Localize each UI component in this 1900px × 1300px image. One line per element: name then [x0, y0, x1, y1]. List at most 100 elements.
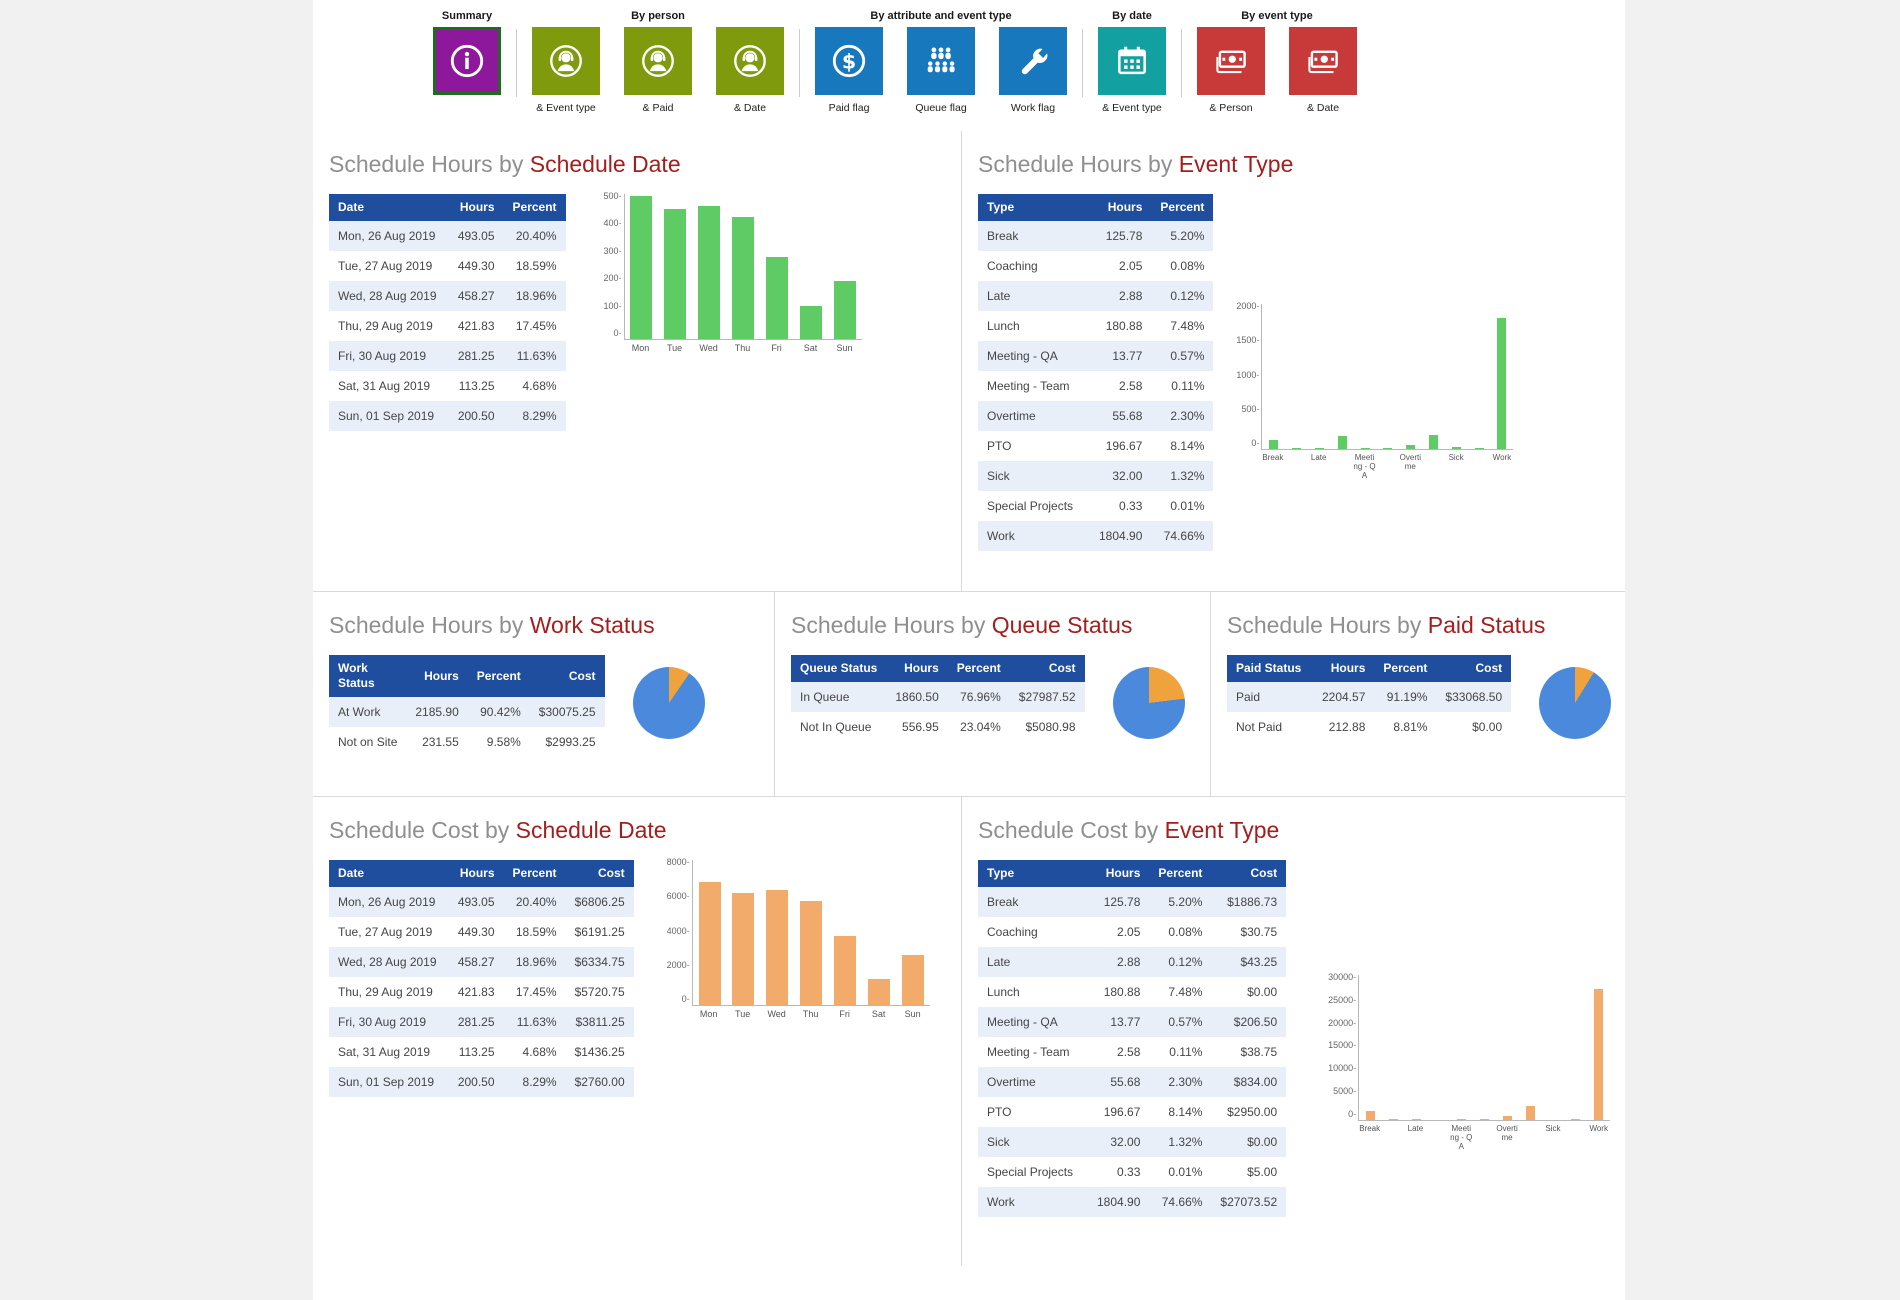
- toolbar-tile-wrap: [431, 27, 503, 115]
- panel-hours-by-schedule-date: Schedule Hours by Schedule Date Date Hour…: [313, 131, 962, 591]
- queue-status-pie-chart: [1112, 667, 1185, 739]
- column-header: Percent: [467, 655, 530, 697]
- toolbar-tile-sublabel: & Event type: [536, 102, 596, 114]
- toolbar-tile-queue-flag[interactable]: [907, 27, 975, 95]
- x-tick-label: Fri: [771, 343, 782, 353]
- table-cell: 493.05: [457, 229, 495, 243]
- column-header: Percent: [947, 655, 1010, 682]
- bar-slot: [1445, 304, 1468, 449]
- y-tick-label: 0: [1328, 1109, 1356, 1119]
- bar-PTO: [1525, 1105, 1535, 1120]
- title-prefix: Schedule Hours by: [329, 612, 530, 638]
- bar-slot: [862, 860, 896, 1005]
- table-cell: 11.63%: [516, 1015, 557, 1029]
- table-row: Wed, 28 Aug 2019 458.27 18.96%: [329, 281, 566, 311]
- x-tick-label: Wed: [767, 1009, 786, 1019]
- y-tick-label: 500: [598, 192, 622, 201]
- bar-Meeting - Team: [1383, 447, 1393, 449]
- table-cell: 91.19%: [1386, 690, 1428, 704]
- toolbar-tile-sublabel: & Date: [733, 102, 767, 114]
- table-cell: $0.00: [1472, 720, 1503, 734]
- y-axis: 8000 6000 4000 2000 0: [666, 858, 692, 1006]
- bar-Sun: [901, 954, 924, 1005]
- x-tick-label: Sun: [904, 1009, 921, 1019]
- table-cell: 196.67: [1103, 1105, 1141, 1119]
- bar-slot: [1428, 975, 1451, 1120]
- toolbar-tile-by-date-and-event-type[interactable]: [1098, 27, 1166, 95]
- table-cell: Mon, 26 Aug 2019: [338, 229, 436, 243]
- report-dashboard: Summary By person & Event type & Paid & Date…: [313, 0, 1625, 1300]
- x-tick-label: Break: [1359, 1124, 1381, 1133]
- toolbar-tile-by-event-type-and-person[interactable]: [1197, 27, 1265, 95]
- bars: [1261, 304, 1514, 450]
- table-cell: $0.00: [1247, 1135, 1278, 1149]
- table-cell: $43.25: [1240, 955, 1278, 969]
- bar-slot: [896, 860, 930, 1005]
- table-cell: $27073.52: [1220, 1195, 1278, 1209]
- toolbar-tile-by-person-and-event-type[interactable]: [532, 27, 600, 95]
- table-cell: 5.20%: [1170, 229, 1205, 243]
- table-row: Mon, 26 Aug 2019 493.05 20.40% $6806.25: [329, 887, 634, 917]
- x-axis-labels: Mon Tue Wed Thu Fri Sat Sun: [624, 340, 862, 353]
- table-cell: 2.58: [1119, 379, 1143, 393]
- bar-Sat: [867, 978, 890, 1005]
- panel-title: Schedule Hours by Paid Status: [1227, 612, 1615, 639]
- table-cell: $3811.25: [575, 1015, 625, 1029]
- x-tick-label: Late: [1310, 453, 1327, 462]
- toolbar-tile-by-event-type-and-date[interactable]: [1289, 27, 1357, 95]
- table-cell: 2.58: [1117, 1045, 1141, 1059]
- x-tick-label: [1468, 450, 1491, 481]
- table-cell: Meeting - Team: [987, 379, 1070, 393]
- x-tick-label: Tue: [735, 1009, 751, 1019]
- y-tick-label: 0: [1235, 439, 1259, 448]
- bar-slot: [726, 860, 760, 1005]
- x-tick-label: Thu: [802, 1009, 819, 1019]
- table-cell: $6806.25: [574, 895, 625, 909]
- toolbar-tile-wrap: Queue flag: [905, 27, 977, 115]
- title-prefix: Schedule Hours by: [1227, 612, 1428, 638]
- svg-text:$: $: [842, 49, 856, 73]
- bar-Work: [1497, 318, 1507, 449]
- table-row: Not on Site 231.55 9.58% $2993.25: [329, 727, 605, 757]
- table-cell: $6334.75: [574, 955, 625, 969]
- x-tick-label: Sun: [836, 343, 853, 353]
- bar-Special Projects: [1571, 1118, 1581, 1120]
- hours-by-event-bar-chart: 2000 1500 1000 500 0Break Late Meeting - QA Ove…: [1235, 302, 1514, 481]
- toolbar-tile-work-flag[interactable]: [999, 27, 1067, 95]
- panel-title: Schedule Cost by Event Type: [978, 817, 1615, 844]
- bar-Sat: [799, 306, 822, 339]
- y-tick-label: 25000: [1328, 995, 1356, 1005]
- title-accent: Schedule Date: [529, 151, 681, 177]
- table-cell: 449.30: [457, 925, 495, 939]
- table-cell: $6191.25: [574, 925, 625, 939]
- bar-slot: [828, 194, 862, 339]
- table-cell: 1804.90: [1099, 529, 1143, 543]
- toolbar-tile-by-person-and-paid[interactable]: [624, 27, 692, 95]
- table-cell: 200.50: [457, 1075, 495, 1089]
- bar-Coaching: [1292, 447, 1302, 449]
- table-cell: Fri, 30 Aug 2019: [338, 349, 427, 363]
- table-cell: 4.68%: [522, 1045, 557, 1059]
- table-cell: Paid: [1236, 690, 1261, 704]
- bar-slot: [1308, 304, 1331, 449]
- bar-slot: [1491, 304, 1514, 449]
- table-cell: Not Paid: [1236, 720, 1283, 734]
- table-row: Sick 32.00 1.32%: [978, 461, 1214, 491]
- cost-by-event-table: Type Hours Percent Cost Break 125.78 5.20% $188…: [978, 860, 1287, 1217]
- toolbar-tile-paid-flag[interactable]: $: [815, 27, 883, 95]
- title-prefix: Schedule Hours by: [329, 151, 530, 177]
- y-tick-label: 400: [598, 219, 622, 228]
- x-tick-label: Sat: [803, 343, 818, 353]
- table-cell: 0.33: [1119, 499, 1143, 513]
- agent-icon: [639, 42, 677, 80]
- table-cell: $1436.25: [574, 1045, 625, 1059]
- table-cell: 4.68%: [522, 379, 557, 393]
- toolbar-tile-by-person-and-date[interactable]: [716, 27, 784, 95]
- y-tick-label: 300: [598, 246, 622, 256]
- toolbar-tiles-row: & Event type: [1096, 27, 1168, 115]
- dollar-icon: $: [830, 42, 868, 80]
- table-cell: 2.30%: [1168, 1075, 1203, 1089]
- x-tick-label: Overtime: [1496, 1124, 1518, 1143]
- toolbar-tile-summary[interactable]: [433, 27, 501, 95]
- table-cell: 76.96%: [960, 690, 1001, 704]
